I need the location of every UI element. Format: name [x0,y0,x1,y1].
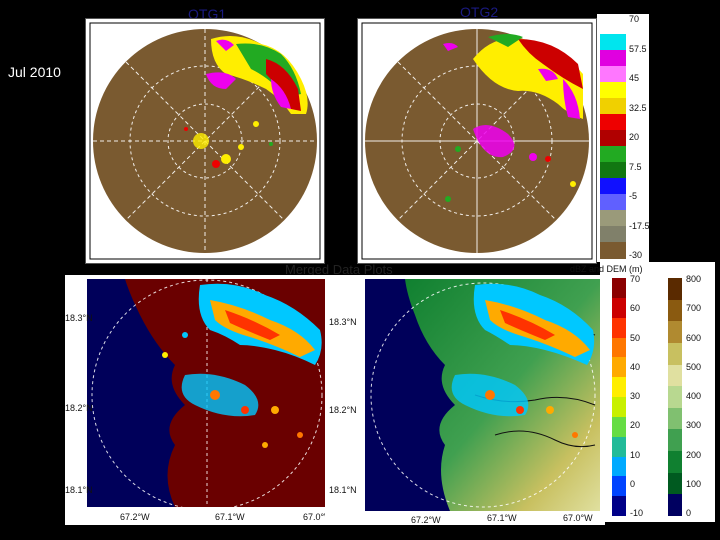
dbz-colorbar-tick: 30 [630,391,641,401]
top-colorbar-swatch [600,114,626,131]
dem-colorbar-tick: 500 [686,361,702,372]
otg2-title: OTG2 [460,4,499,20]
top-colorbar-ticks: 70 57.5 45 32.5 20 7.5 -5 -17.5 -30 [627,14,650,262]
left-ytick-2: 18.1°N [65,485,93,495]
top-colorbar-tick: 20 [629,132,640,142]
dem-colorbar-swatch [668,342,682,366]
top-colorbar-swatch [600,34,626,51]
top-colorbar-swatch [600,66,626,83]
dem-colorbar-swatch [668,386,682,409]
top-colorbar-swatch [600,194,626,211]
dbz-colorbar-swatch [612,397,626,418]
dem-colorbar-swatch [668,278,682,301]
top-colorbar-swatch [600,82,626,99]
dbz-colorbar-tick: 70 [630,274,641,284]
dbz-colorbar-swatch [612,317,626,338]
dbz-colorbar-swatch [612,377,626,398]
dem-colorbar-ticks: 800 700 600 500 400 300 200 100 0 [684,274,712,520]
right-ytick-0: 18.3°N [329,317,357,327]
dem-colorbar-swatch [668,451,682,474]
bottom-colorbars: dBZ and DEM (m) 70 60 50 40 30 20 10 0 -10 800 70… [570,262,715,522]
top-colorbar-swatch [600,98,626,115]
dbz-colorbar-swatch [612,357,626,378]
dbz-colorbar-swatch [612,416,626,438]
dem-colorbar-swatch [668,407,682,430]
dem-colorbar-swatch [668,299,682,322]
top-colorbar-tick: -17.5 [629,220,650,231]
dbz-colorbar-ticks: 70 60 50 40 30 20 10 0 -10 [628,274,652,520]
top-colorbar-tick: 45 [629,73,640,83]
left-xtick-2: 67.0°W [303,512,333,522]
top-colorbar-swatch [600,226,626,243]
dbz-colorbar-swatch [612,456,626,477]
dbz-colorbar-swatch [612,337,626,358]
right-ytick-2: 18.1°N [329,485,357,495]
dbz-dem-label: dBZ and DEM (m) [570,264,643,274]
dbz-colorbar-tick: 60 [630,303,641,314]
top-colorbar-swatches [600,18,626,259]
dem-colorbar-tick: 700 [686,303,702,314]
dbz-colorbar-tick: 10 [630,449,641,460]
dem-colorbar-swatch [668,364,682,387]
dbz-colorbar-swatch [612,496,626,517]
top-colorbar-tick: 57.5 [629,43,647,54]
dem-colorbar-swatch [668,472,682,495]
dbz-colorbar-swatch [612,436,626,457]
dem-colorbar-tick: 400 [686,391,702,401]
dem-colorbar-tick: 600 [686,332,702,343]
merged-left-map [87,279,327,511]
dbz-colorbar-swatch [612,297,626,319]
top-colorbar: 70 57.5 45 32.5 20 7.5 -5 -17.5 -30 [597,14,650,262]
dem-colorbar-swatch [668,321,682,344]
dbz-colorbar-tick: -10 [630,508,644,518]
merged-right-map [365,279,601,511]
otg2-ppi [361,22,593,260]
merged-title: Merged Data Plots [285,262,393,277]
merged-left-panel: 18.3°N 18.2°N 18.1°N 67.2°W 67.1°W 67.0°… [65,275,335,525]
dbz-colorbar-tick: 40 [630,361,641,372]
right-ytick-1: 18.2°N [329,405,357,415]
top-colorbar-swatch [600,146,626,163]
dbz-colorbar-tick: 0 [630,478,636,489]
dem-colorbar-tick: 300 [686,420,702,431]
top-colorbar-tick: -30 [629,250,643,260]
top-colorbar-tick: -5 [629,191,638,201]
dem-colorbar-swatch [668,494,682,517]
dbz-colorbar-tick: 50 [630,332,641,343]
right-xtick-2: 67.0°W [563,513,593,523]
top-colorbar-tick: 7.5 [629,161,642,172]
dem-colorbar-tick: 0 [686,508,692,518]
dbz-colorbar-swatch [612,476,626,497]
dem-colorbar-swatch [668,429,682,452]
left-xtick-1: 67.1°W [215,512,245,522]
otg1-panel [85,18,325,264]
left-xtick-0: 67.2°W [120,512,150,522]
dem-colorbar-tick: 200 [686,449,702,460]
right-xtick-1: 67.1°W [487,513,517,523]
top-colorbar-swatch [600,178,626,195]
top-colorbar-swatch [600,162,626,179]
top-colorbar-swatch [600,18,626,35]
top-colorbar-swatch [600,50,626,67]
otg2-panel [357,18,597,264]
top-colorbar-swatch [600,130,626,147]
top-colorbar-swatch [600,242,626,259]
dbz-colorbar-tick: 20 [630,420,641,431]
dem-colorbar-tick: 800 [686,274,702,284]
top-colorbar-swatch [600,210,626,227]
date-label: Jul 2010 [8,64,61,80]
merged-right-panel: 18.3°N 18.2°N 18.1°N 67.2°W 67.1°W 67.0°… [325,275,605,525]
dbz-colorbar-swatch [612,278,626,299]
top-colorbar-tick: 32.5 [629,102,647,113]
left-ytick-1: 18.2°N [65,403,93,413]
right-xtick-0: 67.2°W [411,515,441,525]
otg1-ppi [89,22,321,260]
dem-colorbar-swatches [668,278,682,517]
top-colorbar-tick: 70 [629,14,640,24]
dbz-colorbar-swatches [612,278,626,517]
left-ytick-0: 18.3°N [65,313,93,323]
dem-colorbar-tick: 100 [686,478,702,489]
